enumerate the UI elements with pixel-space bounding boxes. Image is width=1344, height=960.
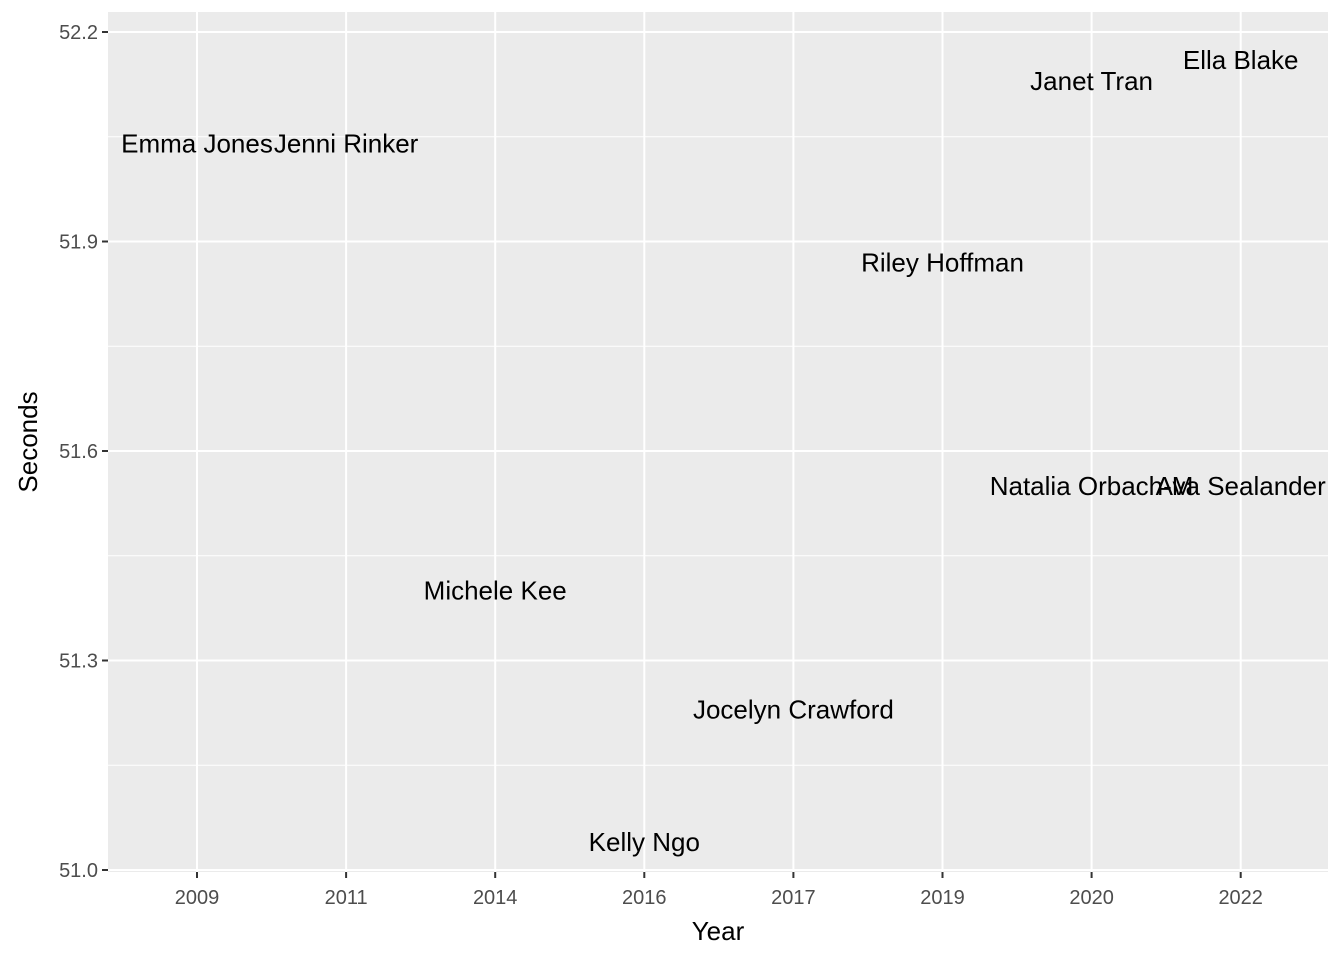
y-axis-title: Seconds xyxy=(13,391,43,492)
axis-ticks: 51.0 51.3 51.6 51.9 52.2 2009 2011 2014 2016 2017… xyxy=(59,22,1263,909)
y-tick-label: 51.9 xyxy=(59,232,98,254)
y-tick-label: 51.0 xyxy=(59,860,98,882)
x-tick-label: 2011 xyxy=(325,887,368,909)
point-label: Ava Sealander xyxy=(1156,471,1326,501)
point-label: Jocelyn Crawford xyxy=(693,694,894,724)
y-tick-label: 51.6 xyxy=(59,441,98,463)
point-label: Kelly Ngo xyxy=(589,827,700,857)
grid-lines xyxy=(108,12,1328,872)
x-tick-label: 2017 xyxy=(771,887,816,909)
x-tick-label: 2020 xyxy=(1069,887,1114,909)
y-tick-label: 51.3 xyxy=(59,651,98,673)
y-tick-label: 52.2 xyxy=(59,22,98,44)
x-tick-label: 2016 xyxy=(622,887,667,909)
point-label: Riley Hoffman xyxy=(861,247,1024,277)
point-label: Jenni Rinker xyxy=(274,129,419,159)
point-label: Emma Jones xyxy=(121,129,273,159)
point-labels: Emma Jones Jenni Rinker Michele Kee Kelly N… xyxy=(121,45,1326,857)
x-axis-title: Year xyxy=(692,916,745,946)
point-label: Natalia Orbach-M xyxy=(990,471,1194,501)
x-tick-label: 2009 xyxy=(175,887,220,909)
plot-panel xyxy=(108,12,1328,872)
x-tick-label: 2014 xyxy=(473,887,518,909)
point-label: Michele Kee xyxy=(424,576,567,606)
point-label: Janet Tran xyxy=(1030,66,1153,96)
point-label: Ella Blake xyxy=(1183,45,1299,75)
x-tick-label: 2019 xyxy=(920,887,965,909)
x-tick-label: 2022 xyxy=(1218,887,1263,909)
